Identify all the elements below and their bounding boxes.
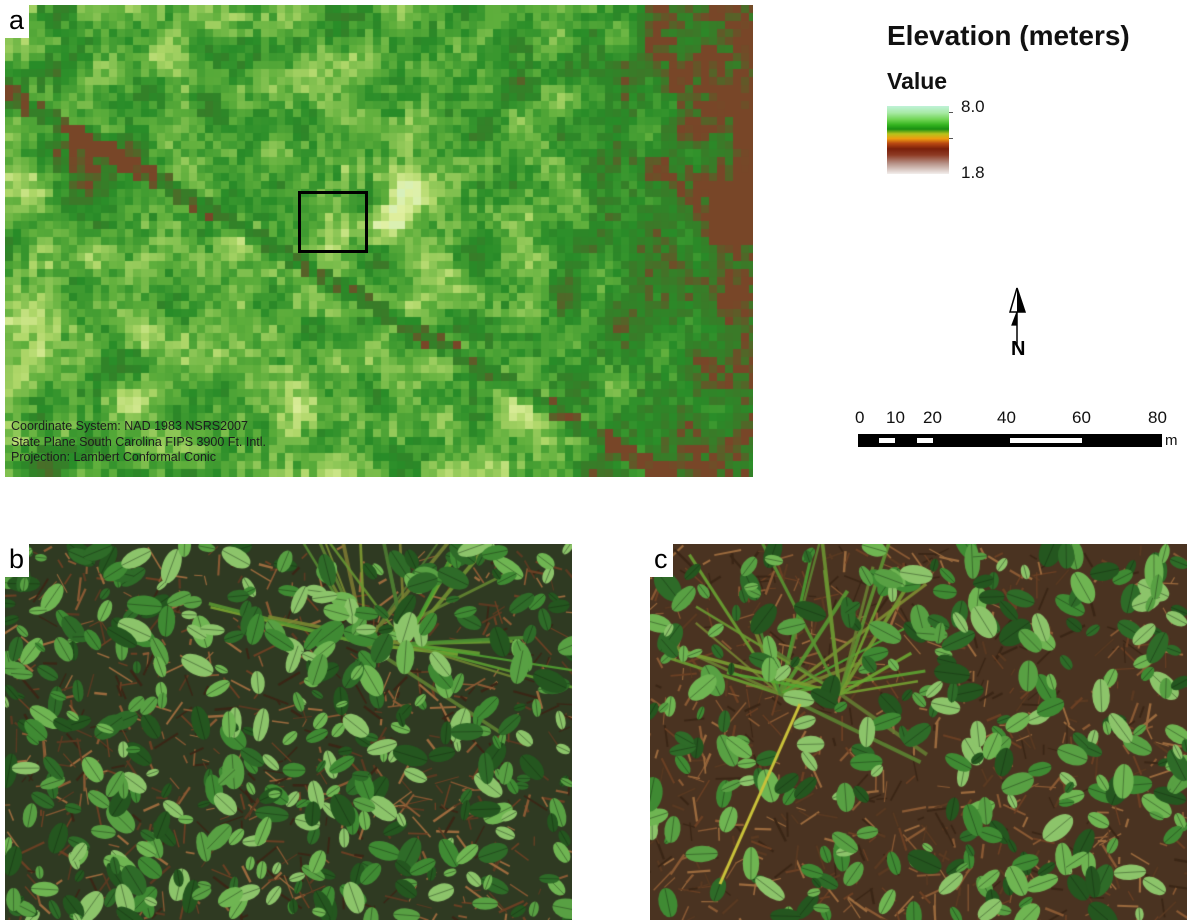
elevation-raster (5, 5, 753, 477)
north-arrow-icon (1009, 287, 1027, 347)
north-letter: N (1011, 338, 1026, 360)
elevation-color-ramp (887, 106, 949, 174)
coordinate-system-text: Coordinate System: NAD 1983 NSRS2007 Sta… (11, 419, 266, 466)
ramp-mid-tick (949, 138, 953, 139)
vegetation-photo-b: b (5, 544, 572, 920)
photo-image (5, 544, 572, 920)
legend-min-label: 1.8 (961, 163, 985, 182)
scale-segment (1010, 438, 1082, 443)
scale-tick-60: 60 (1072, 408, 1091, 427)
scale-tick-80: 80 (1148, 408, 1167, 427)
panel-label-c: c (650, 544, 673, 577)
elevation-map-panel: a Coordinate System: NAD 1983 NSRS2007 S… (5, 5, 753, 477)
scale-bar (858, 434, 1162, 447)
coordinate-system-line: Coordinate System: NAD 1983 NSRS2007 (11, 419, 248, 433)
vegetation-photo-c: c (650, 544, 1187, 920)
scale-unit: m (1165, 432, 1178, 449)
legend-subtitle: Value (887, 68, 948, 94)
panel-label-b: b (5, 544, 30, 577)
scale-segment (879, 438, 895, 443)
study-area-box (298, 191, 368, 253)
scale-tick-0: 0 (855, 408, 865, 427)
legend-max-label: 8.0 (961, 97, 985, 116)
projection-line: Projection: Lambert Conformal Conic (11, 450, 216, 464)
scale-tick-20: 20 (923, 408, 942, 427)
scale-tick-40: 40 (997, 408, 1016, 427)
ramp-max-tick (949, 112, 953, 113)
north-arrow: N (1004, 285, 1032, 368)
scale-tick-10: 10 (886, 408, 905, 427)
legend-title: Elevation (meters) (887, 20, 1130, 51)
scale-segment (917, 438, 933, 443)
panel-label-a: a (5, 5, 30, 38)
photo-image (650, 544, 1187, 920)
state-plane-line: State Plane South Carolina FIPS 3900 Ft.… (11, 434, 267, 449)
